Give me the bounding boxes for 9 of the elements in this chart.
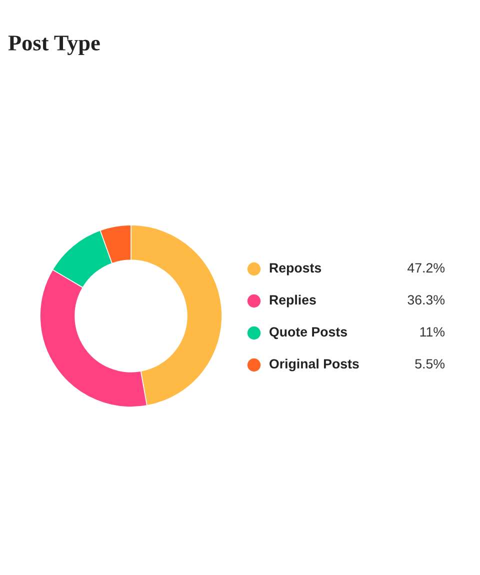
data-label: 36.3% bbox=[408, 295, 445, 305]
chart-title: Post Type bbox=[8, 36, 100, 56]
legend-label: Reposts bbox=[270, 263, 322, 276]
data-label: 11% bbox=[420, 327, 445, 337]
data-label: 47.2% bbox=[408, 263, 445, 273]
legend-label: Original Posts bbox=[270, 358, 359, 372]
data-label: 5.5% bbox=[415, 359, 445, 369]
legend-label: Replies bbox=[270, 294, 316, 308]
legend-label: Quote Posts bbox=[270, 327, 347, 340]
